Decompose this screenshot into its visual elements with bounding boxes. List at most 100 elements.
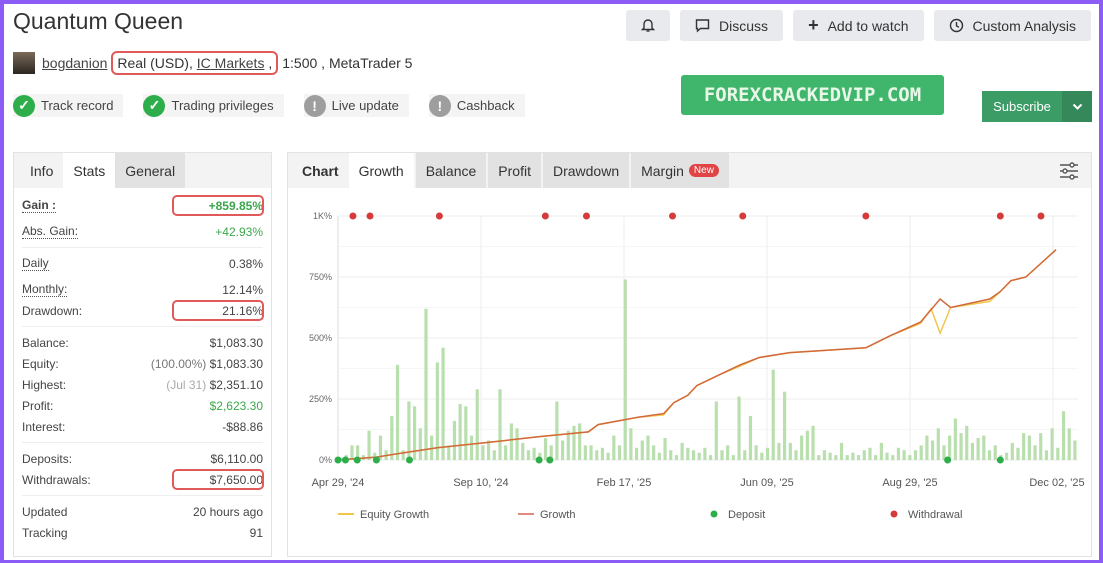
avatar[interactable]	[13, 52, 35, 74]
separator: ,	[268, 55, 273, 71]
custom-analysis-button[interactable]: Custom Analysis	[933, 10, 1091, 41]
volume-bar	[760, 452, 764, 460]
volume-bar	[498, 389, 502, 460]
volume-bar	[805, 430, 809, 460]
stat-label: Equity:	[22, 356, 59, 371]
deposit-marker	[546, 456, 554, 464]
stat-label[interactable]: Gain :	[22, 198, 57, 213]
stat-label[interactable]: Daily	[22, 256, 49, 271]
page-title: Quantum Queen	[13, 8, 184, 34]
account-type: Real (USD),	[117, 55, 193, 71]
volume-bar	[822, 450, 827, 460]
volume-bar	[629, 428, 633, 460]
subscribe-dropdown[interactable]	[1062, 91, 1092, 122]
volume-bar	[828, 452, 832, 460]
stat-label: Deposits:	[22, 451, 73, 466]
withdrawal-marker	[862, 212, 870, 220]
tab-drawdown[interactable]: Drawdown	[542, 153, 630, 188]
badge-live-update[interactable]: ! Live update	[303, 94, 409, 117]
plus-icon: +	[808, 15, 819, 35]
y-tick-label: 1K%	[313, 211, 332, 221]
volume-bar	[612, 435, 616, 460]
user-link[interactable]: bogdanion	[42, 55, 108, 71]
withdrawal-marker	[541, 212, 549, 220]
stat-equity: Equity: (100.00%) $1,083.30	[22, 353, 263, 374]
volume-bar	[475, 389, 479, 460]
stat-balance: Balance: $1,083.30	[22, 332, 263, 353]
account-highlight: Real (USD), IC Markets ,	[111, 51, 279, 75]
chart-settings-icon[interactable]	[1059, 161, 1079, 181]
badge-track-record[interactable]: ✓ Track record	[13, 94, 124, 117]
stat-value: 20 hours ago	[192, 504, 263, 519]
volume-bar	[407, 401, 411, 460]
volume-bar	[845, 455, 849, 460]
highlight-box	[172, 300, 264, 321]
x-tick-label: Apr 29, '24	[312, 477, 365, 489]
badge-trading-privileges[interactable]: ✓ Trading privileges	[143, 94, 284, 117]
legend-swatch	[890, 510, 898, 518]
stat-value: -$88.86	[222, 419, 263, 434]
volume-bar	[435, 362, 439, 460]
tab-margin[interactable]: Margin New	[631, 153, 729, 188]
tab-info[interactable]: Info	[30, 162, 54, 179]
stat-value: $2,351.10	[209, 377, 263, 392]
stat-value: $1,083.30	[209, 335, 263, 350]
volume-bar	[646, 435, 650, 460]
highlight-box	[172, 469, 264, 490]
volume-bar	[839, 442, 844, 460]
volume-bar	[1027, 435, 1031, 460]
chart-panel: Chart Growth Balance Profit Drawdown Mar…	[287, 152, 1092, 557]
volume-bar	[857, 455, 861, 460]
y-tick-label: 750%	[309, 272, 332, 282]
tab-profit[interactable]: Profit	[488, 153, 541, 188]
volume-bar	[526, 450, 531, 460]
volume-bar	[868, 447, 872, 460]
subscribe-group: Subscribe	[982, 91, 1092, 122]
leverage: 1:500 ,	[282, 55, 326, 71]
stat-updated: Updated 20 hours ago	[22, 501, 263, 522]
volume-bar	[931, 440, 935, 460]
deposit-marker	[353, 456, 361, 464]
tab-growth[interactable]: Growth	[348, 153, 414, 188]
volume-bar	[1005, 452, 1009, 460]
volume-bar	[1022, 433, 1026, 460]
subscribe-button[interactable]: Subscribe	[982, 91, 1062, 122]
volume-bar	[1050, 428, 1054, 460]
badge-cashback[interactable]: ! Cashback	[428, 94, 525, 117]
stat-value: $2,623.30	[209, 398, 263, 413]
badge-label: Cashback	[456, 98, 515, 113]
volume-bar	[600, 447, 605, 460]
volume-bar	[532, 447, 536, 460]
volume-bar	[993, 445, 997, 460]
discuss-button[interactable]: Discuss	[680, 10, 784, 41]
add-to-watch-button[interactable]: + Add to watch	[793, 10, 924, 41]
notify-button[interactable]	[626, 10, 671, 41]
stat-label[interactable]: Monthly:	[22, 282, 68, 297]
volume-bar	[566, 430, 570, 460]
volume-bar	[395, 364, 400, 460]
volume-bar	[1010, 442, 1014, 460]
stat-value: 0.38%	[228, 256, 263, 271]
tab-stats[interactable]: Stats	[63, 153, 116, 188]
volume-bar	[452, 420, 457, 460]
volume-bar	[908, 455, 912, 460]
stat-drawdown: Drawdown: 21.16%	[22, 300, 264, 321]
volume-bar	[1073, 440, 1077, 460]
broker-link[interactable]: IC Markets	[196, 55, 265, 71]
deposit-marker	[944, 456, 952, 464]
volume-bar	[378, 435, 383, 460]
volume-bar	[481, 445, 485, 460]
legend-label: Equity Growth	[360, 509, 429, 521]
account-meta: bogdanion Real (USD), IC Markets , 1:500…	[13, 51, 412, 75]
stat-tracking: Tracking 91	[22, 522, 263, 543]
volume-bar	[703, 447, 707, 460]
stat-withdrawals: Withdrawals: $7,650.00	[22, 469, 264, 490]
tab-general[interactable]: General	[115, 153, 186, 188]
stat-highest: Highest: (Jul 31) $2,351.10	[22, 374, 263, 395]
tab-balance[interactable]: Balance	[415, 153, 487, 188]
volume-bar	[623, 279, 627, 460]
stat-label[interactable]: Abs. Gain:	[22, 224, 79, 239]
bell-icon	[641, 19, 656, 32]
volume-bar	[595, 450, 599, 460]
stat-abs-gain: Abs. Gain: +42.93%	[22, 221, 263, 242]
